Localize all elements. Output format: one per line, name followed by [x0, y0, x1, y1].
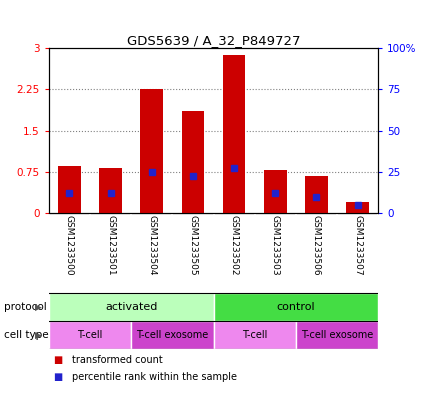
- Text: GSM1233504: GSM1233504: [147, 215, 156, 276]
- Text: percentile rank within the sample: percentile rank within the sample: [72, 372, 237, 382]
- Text: ▶: ▶: [35, 303, 42, 312]
- Text: control: control: [277, 302, 315, 312]
- Text: activated: activated: [105, 302, 157, 312]
- Bar: [305, 176, 328, 213]
- Bar: [223, 55, 246, 213]
- Bar: [141, 89, 163, 213]
- Text: GSM1233500: GSM1233500: [65, 215, 74, 276]
- Bar: [58, 166, 81, 213]
- Bar: [49, 321, 131, 349]
- Text: protocol: protocol: [4, 302, 47, 312]
- Text: T-cell: T-cell: [77, 330, 103, 340]
- Text: GSM1233503: GSM1233503: [271, 215, 280, 276]
- Bar: [99, 168, 122, 213]
- Text: T-cell: T-cell: [242, 330, 267, 340]
- Text: GSM1233501: GSM1233501: [106, 215, 115, 276]
- Text: T-cell exosome: T-cell exosome: [301, 330, 373, 340]
- Bar: [346, 202, 369, 213]
- Bar: [131, 321, 213, 349]
- Bar: [181, 111, 204, 213]
- Title: GDS5639 / A_32_P849727: GDS5639 / A_32_P849727: [127, 34, 300, 47]
- Bar: [213, 321, 296, 349]
- Bar: [296, 321, 378, 349]
- Text: GSM1233507: GSM1233507: [353, 215, 362, 276]
- Text: GSM1233505: GSM1233505: [188, 215, 198, 276]
- Text: ■: ■: [53, 372, 62, 382]
- Text: ▶: ▶: [35, 331, 42, 340]
- Bar: [213, 293, 378, 321]
- Text: ■: ■: [53, 355, 62, 365]
- Bar: [264, 170, 286, 213]
- Bar: [49, 293, 213, 321]
- Text: GSM1233502: GSM1233502: [230, 215, 239, 276]
- Text: cell type: cell type: [4, 330, 49, 340]
- Text: transformed count: transformed count: [72, 355, 163, 365]
- Text: GSM1233506: GSM1233506: [312, 215, 321, 276]
- Text: T-cell exosome: T-cell exosome: [136, 330, 209, 340]
